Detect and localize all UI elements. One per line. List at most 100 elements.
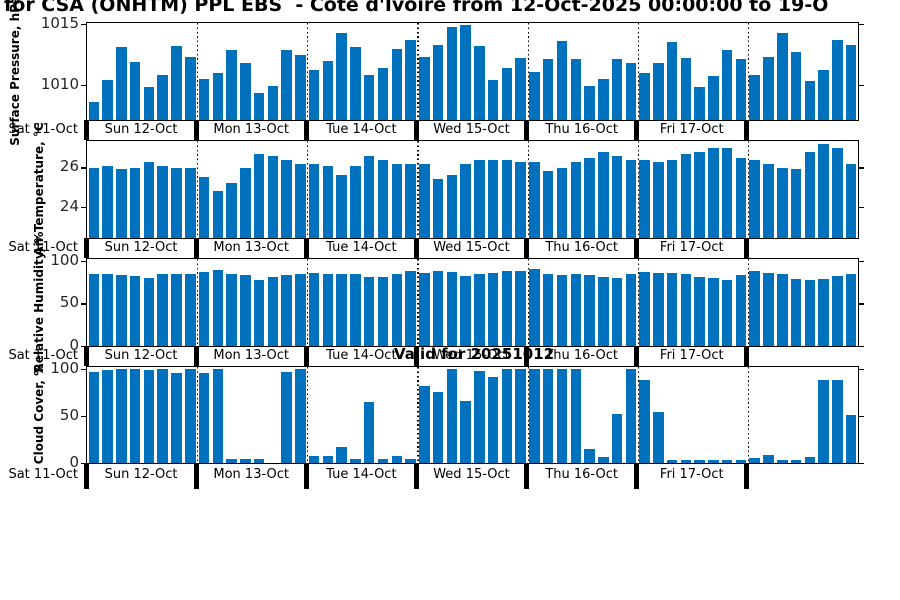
day-separator bbox=[524, 346, 530, 366]
day-label: Wed 15-Oct bbox=[433, 348, 510, 363]
y-tick-label: 26 bbox=[59, 157, 79, 176]
bar bbox=[171, 372, 182, 463]
day-label: Thu 16-Oct bbox=[545, 122, 618, 137]
bar bbox=[625, 63, 637, 120]
bar bbox=[240, 459, 251, 463]
bar bbox=[556, 368, 568, 463]
y-tick-label: 24 bbox=[59, 196, 79, 215]
day-boundary-dotted-line bbox=[417, 141, 419, 238]
y-tick-label: 0 bbox=[69, 336, 79, 354]
bar bbox=[845, 44, 857, 120]
day-boundary-dotted-line bbox=[307, 23, 309, 120]
bar bbox=[377, 459, 389, 463]
bar bbox=[570, 161, 581, 238]
bar bbox=[226, 459, 237, 463]
bar bbox=[735, 460, 747, 463]
y-tick-left bbox=[81, 167, 86, 169]
bar bbox=[116, 275, 127, 346]
y-tick-label: 100 bbox=[50, 250, 79, 269]
bar bbox=[487, 377, 499, 463]
bar bbox=[501, 368, 513, 463]
bar bbox=[694, 460, 705, 463]
day-boundary-dotted-line bbox=[417, 259, 419, 346]
day-boundary-dotted-line bbox=[527, 367, 529, 463]
day-boundary-dotted-line bbox=[747, 259, 750, 346]
bar bbox=[474, 159, 485, 238]
y-tick-right bbox=[859, 84, 864, 87]
day-separator bbox=[303, 238, 309, 258]
bar bbox=[88, 101, 100, 120]
day-separator bbox=[744, 120, 750, 140]
bar bbox=[102, 369, 113, 463]
bar bbox=[363, 276, 375, 346]
day-separator bbox=[193, 120, 199, 140]
pre-day-label: Sat 11-Oct bbox=[8, 348, 78, 363]
day-boundary-dotted-line bbox=[307, 141, 309, 238]
bar bbox=[185, 57, 196, 120]
bar bbox=[721, 279, 733, 346]
y-tick-right bbox=[859, 415, 864, 418]
bar bbox=[350, 47, 361, 120]
day-separator bbox=[413, 238, 419, 258]
bar bbox=[556, 275, 568, 346]
bar bbox=[432, 270, 444, 346]
y-tick-label: 1015 bbox=[40, 14, 79, 33]
y-tick-left bbox=[81, 368, 86, 371]
bar bbox=[832, 276, 843, 346]
bar bbox=[598, 78, 609, 120]
day-separator bbox=[413, 346, 419, 366]
bar bbox=[102, 80, 113, 120]
day-label: Sun 12-Oct bbox=[104, 467, 178, 482]
day-boundary-dotted-line bbox=[197, 141, 199, 238]
bar bbox=[611, 59, 623, 120]
day-separator bbox=[744, 238, 750, 258]
chart-title: for CSA (ONHTM) PPL EBS - Cote d'Ivoire … bbox=[4, 0, 829, 16]
bar bbox=[226, 183, 237, 238]
day-boundary-dotted-line bbox=[197, 367, 199, 463]
bar bbox=[460, 276, 471, 346]
y-tick-left bbox=[81, 24, 86, 26]
bar bbox=[680, 153, 692, 238]
bar bbox=[515, 161, 526, 238]
y-tick-left bbox=[81, 206, 86, 208]
day-label: Thu 16-Oct bbox=[545, 467, 618, 482]
bar bbox=[143, 369, 155, 463]
bar bbox=[432, 392, 444, 463]
bar bbox=[818, 70, 829, 120]
bar bbox=[763, 454, 774, 463]
bar bbox=[350, 273, 361, 346]
day-label: Tue 14-Oct bbox=[326, 122, 397, 137]
bar bbox=[542, 171, 554, 238]
bar bbox=[639, 159, 650, 238]
bar bbox=[157, 75, 168, 120]
bar bbox=[832, 380, 843, 463]
bar bbox=[708, 277, 719, 346]
bar bbox=[666, 42, 678, 120]
bar bbox=[336, 175, 347, 238]
bar bbox=[680, 58, 692, 120]
bar bbox=[129, 368, 141, 463]
bar bbox=[281, 275, 292, 346]
bar bbox=[432, 179, 444, 238]
bar bbox=[363, 75, 375, 120]
day-separator bbox=[83, 120, 89, 140]
bar bbox=[322, 274, 334, 346]
bar bbox=[212, 72, 224, 120]
day-separator bbox=[83, 346, 89, 366]
bar bbox=[88, 371, 100, 463]
bar bbox=[391, 456, 403, 463]
bar bbox=[790, 169, 802, 238]
bar bbox=[694, 87, 705, 120]
day-boundary-dotted-line bbox=[417, 23, 419, 120]
bar bbox=[143, 161, 155, 238]
bar bbox=[474, 46, 485, 120]
y-tick-right bbox=[859, 167, 864, 169]
bar bbox=[322, 165, 334, 238]
bar bbox=[749, 159, 760, 238]
bar bbox=[625, 274, 637, 346]
bar bbox=[694, 151, 705, 238]
bar bbox=[157, 274, 168, 346]
bar bbox=[584, 157, 595, 238]
bar bbox=[845, 415, 857, 463]
bar bbox=[185, 274, 196, 346]
